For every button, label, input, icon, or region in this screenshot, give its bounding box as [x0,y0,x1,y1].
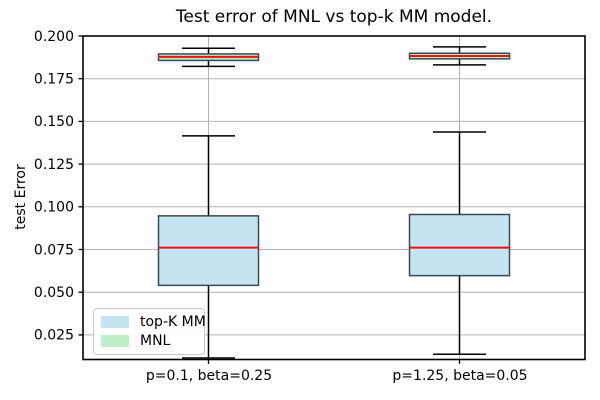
y-tick-label: 0.200 [34,29,74,45]
y-tick-label: 0.025 [34,328,74,344]
y-tick-label: 0.150 [34,114,74,130]
legend-swatch-mnl [101,335,129,347]
legend-swatch-topk-mm [101,316,129,328]
legend: top-K MM MNL [93,308,206,355]
legend-label-topk-mm: top-K MM [140,314,206,330]
chart-title: Test error of MNL vs top-k MM model. [175,7,493,27]
box-top-k-mm-group1 [157,215,260,287]
box-top-k-mm-group2 [408,213,511,277]
legend-label-mnl: MNL [140,333,171,349]
axes-spines [82,35,586,361]
x-tick-label-group1: p=0.1, beta=0.25 [145,368,273,384]
y-tick-label: 0.075 [34,242,74,258]
x-tick-label-group2: p=1.25, beta=0.05 [392,368,528,384]
legend-item-mnl: MNL [101,333,197,349]
y-tick-label: 0.175 [34,72,74,88]
y-tick-label: 0.050 [34,285,74,301]
legend-item-topk-mm: top-K MM [101,314,206,330]
y-tick-label: 0.125 [34,157,74,173]
y-tick-label: 0.100 [34,200,74,216]
y-axis-label: test Error [13,164,29,230]
